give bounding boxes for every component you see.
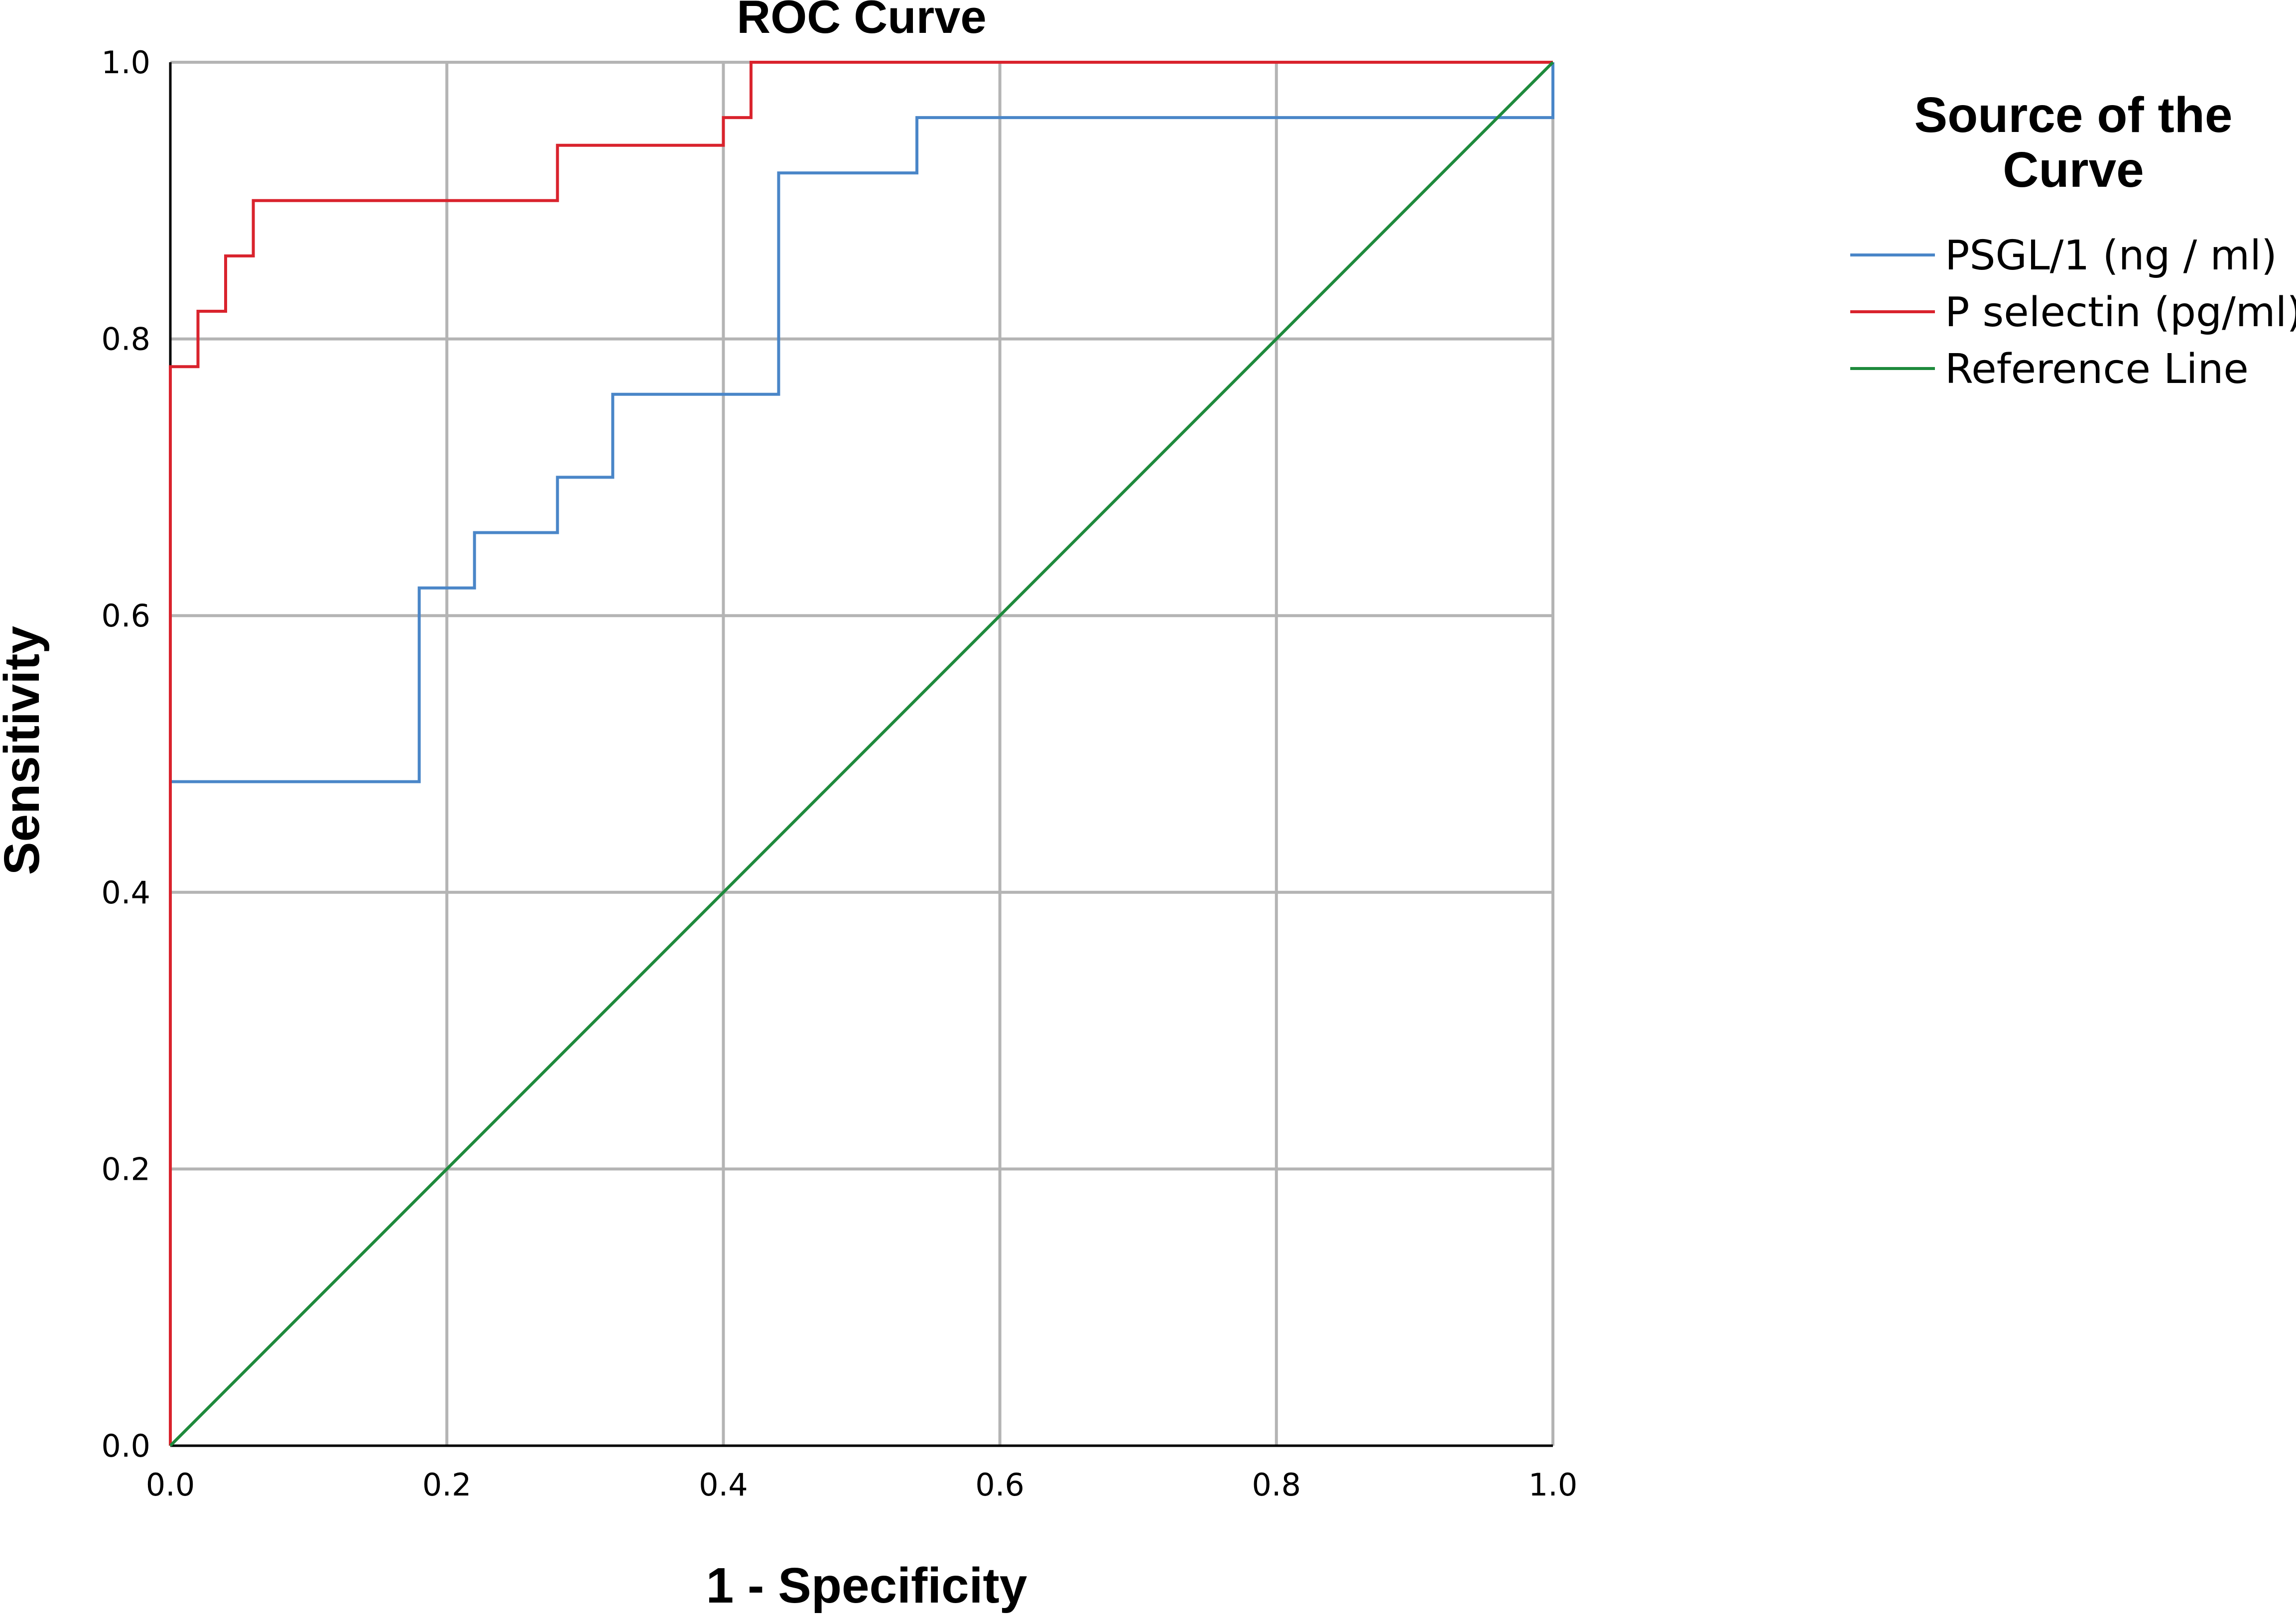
series-line-psgl-1-ng-ml (169, 62, 1554, 1446)
legend-title-line-1: Source of the (1914, 87, 2233, 143)
y-tick-label: 0.4 (101, 874, 150, 911)
y-tick-label: 0.6 (101, 598, 150, 634)
x-axis-title: 1 - Specificity (706, 1558, 1027, 1614)
x-tick-label: 0.8 (1252, 1467, 1301, 1503)
series-line-reference-line (169, 61, 1554, 1447)
legend: Source of the Curve PSGL/1 (ng / ml) P se… (1850, 87, 2296, 393)
x-tick-label: 0.6 (975, 1467, 1024, 1503)
tick-labels: 0.0 0.2 0.4 0.6 0.8 1.0 0.0 0.2 0.4 0.6 0.8 1.0 (101, 44, 1577, 1503)
y-tick-label: 0.2 (101, 1151, 150, 1187)
y-tick-label: 0.0 (101, 1428, 150, 1464)
x-tick-label: 0.0 (146, 1467, 195, 1503)
legend-label-p-selectin-pg-ml: P selectin (pg/ml) (1945, 289, 2296, 336)
legend-label-psgl-1-ng-ml: PSGL/1 (ng / ml) (1945, 232, 2277, 279)
legend-title-line-2: Curve (2003, 142, 2144, 198)
chart-title: ROC Curve (737, 0, 986, 43)
legend-label-reference-line: Reference Line (1945, 346, 2249, 393)
y-tick-label: 0.8 (101, 321, 150, 358)
series-lines (169, 61, 1554, 1447)
y-tick-label: 1.0 (101, 44, 150, 81)
series-line-p-selectin-pg-ml (169, 61, 1553, 1446)
x-tick-label: 1.0 (1529, 1467, 1578, 1503)
y-axis-title: Sensitivity (0, 626, 50, 875)
x-tick-label: 0.4 (699, 1467, 748, 1503)
x-tick-label: 0.2 (422, 1467, 472, 1503)
